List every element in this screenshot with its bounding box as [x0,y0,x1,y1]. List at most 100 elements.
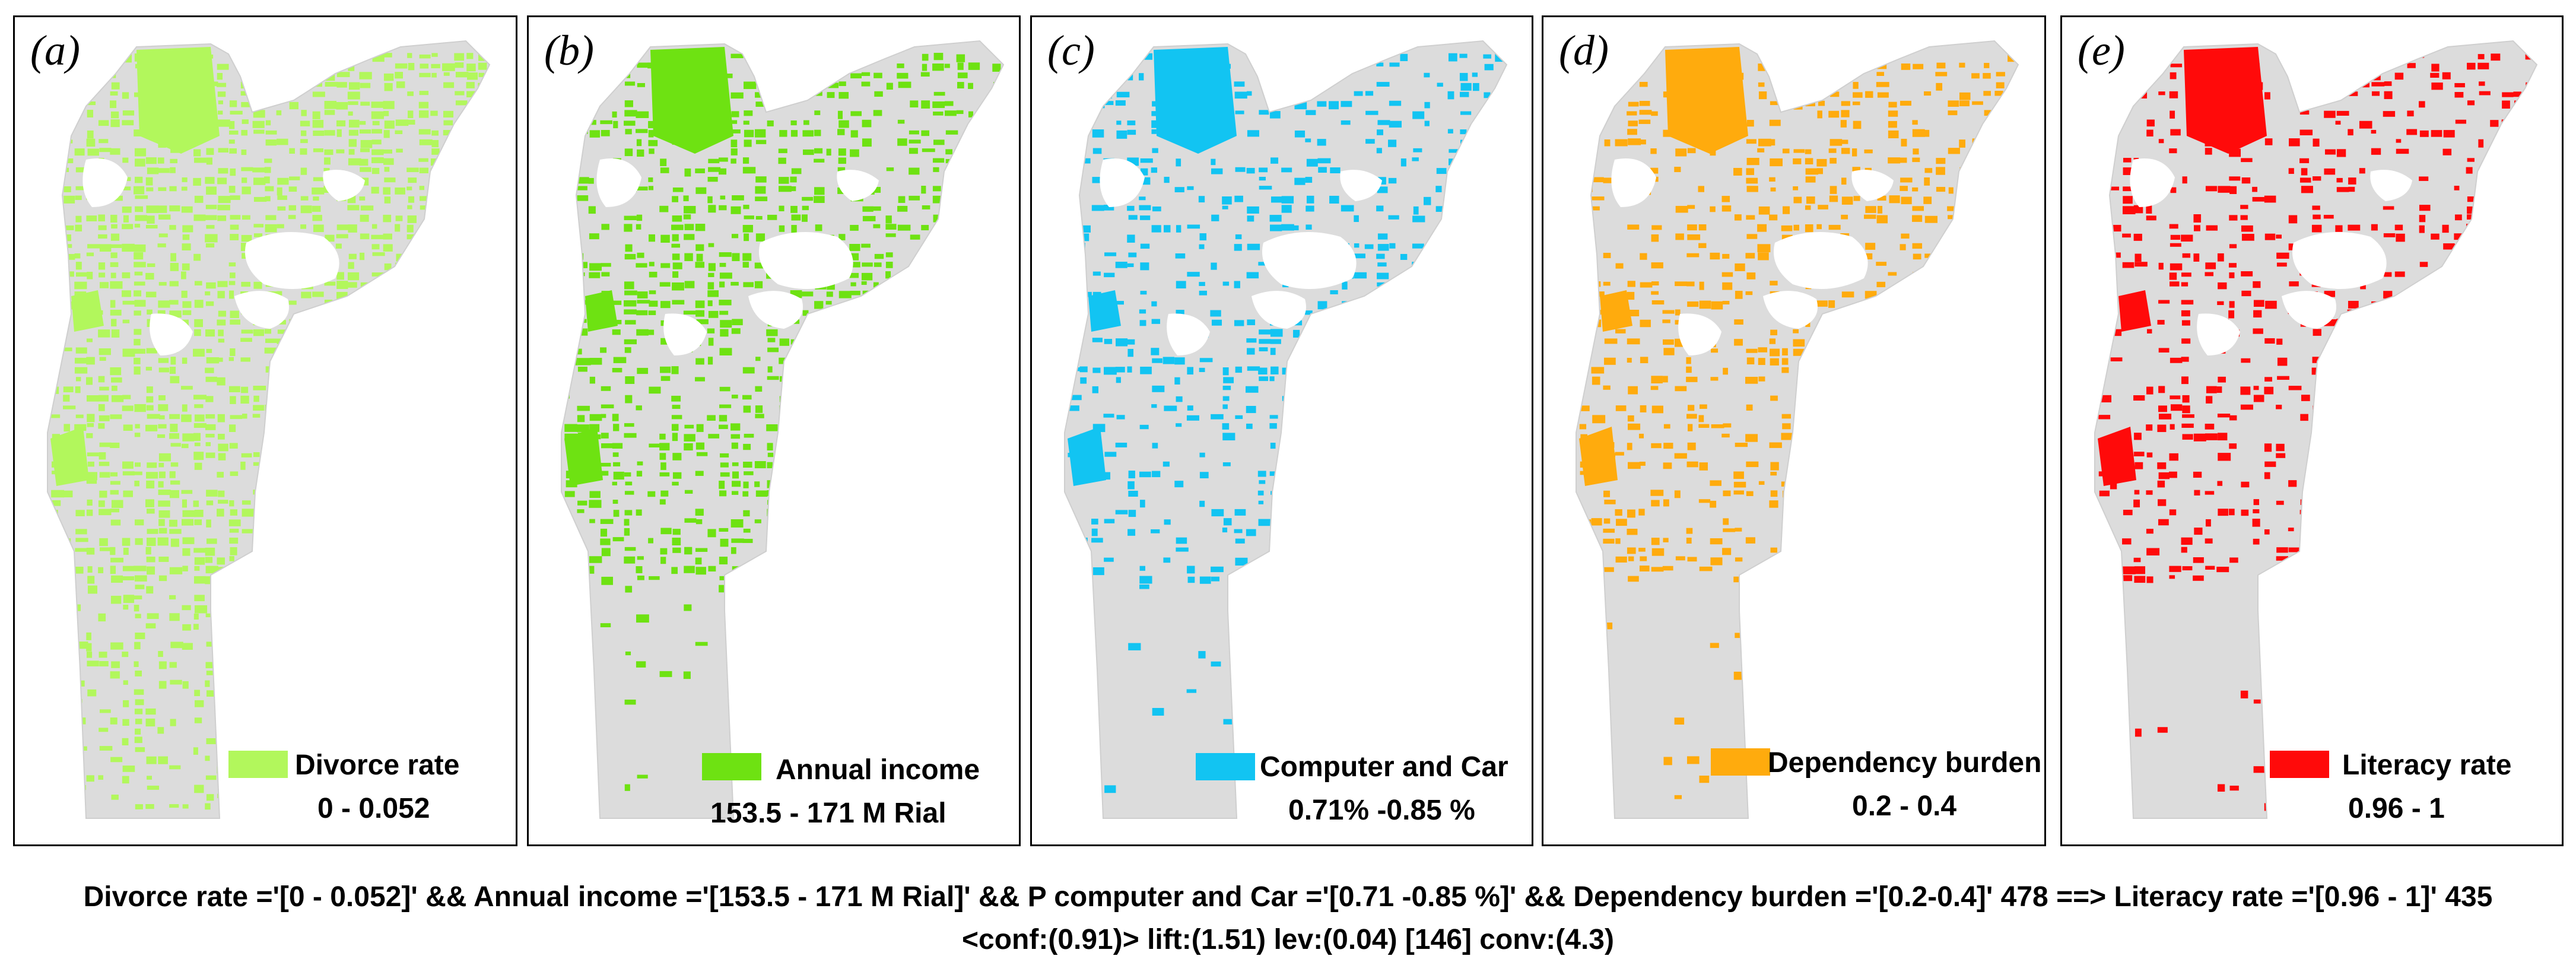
block-cell [277,785,282,789]
block-cell [1924,129,1930,137]
block-cell [944,110,957,116]
block-cell [2299,158,2310,163]
block-cell [169,186,177,192]
block-cell [217,377,225,386]
block-cell [732,566,742,571]
block-cell [1650,148,1657,154]
block-cell [637,300,650,304]
block-cell [406,224,414,233]
block-cell [1911,405,1924,411]
block-cell [359,252,365,261]
block-cell [956,234,967,239]
block-cell [1151,225,1161,233]
legend-range: 153.5 - 171 M Rial [710,798,946,829]
block-cell [50,243,60,249]
block-cell [742,367,755,374]
block-cell [312,500,325,506]
block-cell [348,690,355,697]
block-cell [63,395,70,402]
block-cell [1983,367,1996,373]
block-cell [1364,244,1374,249]
block-cell [968,377,974,382]
block-cell [2288,528,2294,532]
block-cell [1603,567,1614,572]
block-cell [601,576,613,585]
block-cell [1864,567,1869,574]
block-cell [1746,234,1758,239]
block-cell [1876,415,1888,422]
block-cell [1092,148,1102,154]
block-cell [1484,576,1492,583]
block-cell [1176,537,1187,544]
block-cell [478,234,488,242]
block-cell [1222,404,1228,409]
block-cell [1936,186,1946,192]
block-cell [1377,385,1389,389]
block-cell [1139,424,1149,430]
block-cell [360,82,371,88]
block-cell [2110,111,2118,116]
block-cell [2157,727,2168,733]
block-cell [479,347,489,355]
block-cell [1187,566,1195,574]
block-cell [1103,414,1114,418]
block-cell [1710,557,1723,566]
block-cell [1651,291,1659,295]
block-cell [75,82,81,87]
block-cell [742,395,752,400]
block-cell [110,252,117,258]
block-cell [205,442,211,446]
block-cell [909,367,921,374]
block-cell [455,72,469,78]
block-cell [2454,91,2464,98]
block-cell [802,291,814,297]
block-cell [684,206,696,214]
block-cell [265,338,277,343]
block-cell [371,101,384,108]
block-cell [430,728,441,733]
block-cell [1211,168,1223,174]
block-cell [1640,282,1653,288]
block-cell [407,110,414,119]
legend-label: Annual income [776,754,980,786]
block-cell [886,338,892,347]
block-cell [945,509,954,517]
block-cell [1627,309,1640,317]
block-cell [359,547,371,555]
block-cell [1698,186,1705,192]
block-cell [754,129,766,138]
block-cell [1923,434,1937,438]
block-cell [885,471,898,477]
block-cell [217,689,228,695]
block-cell [2181,300,2194,305]
block-cell [1223,518,1232,526]
block-cell [466,63,476,72]
block-cell [1186,689,1197,693]
block-cell [1413,206,1419,215]
block-cell [241,234,252,242]
block-cell [2181,282,2189,287]
block-cell [1959,100,1970,107]
block-cell [406,385,420,390]
block-cell [300,224,307,229]
block-cell [135,633,145,640]
block-cell [98,62,105,67]
block-cell [301,347,307,354]
block-cell [802,376,807,381]
block-cell [147,462,157,468]
block-cell [217,215,227,221]
block-cell [2324,291,2336,297]
block-cell [1069,63,1080,69]
block-cell [1687,424,1693,431]
block-cell [194,300,204,308]
block-cell [2300,414,2308,421]
block-cell [1782,423,1791,430]
block-cell [837,129,845,135]
block-cell [2489,244,2497,252]
block-cell [253,54,259,61]
block-cell [732,471,739,479]
block-cell [837,338,846,342]
block-cell [1616,519,1627,526]
block-cell [1306,471,1314,476]
block-cell [600,347,607,353]
